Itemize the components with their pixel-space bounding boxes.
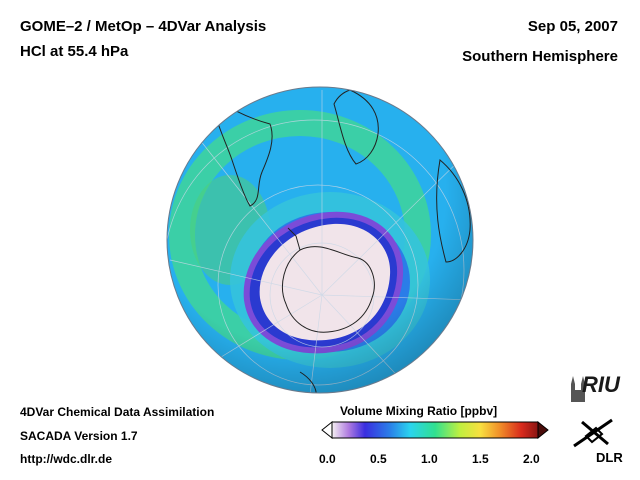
dlr-emblem-icon [573, 418, 613, 448]
dlr-logo: DLR [564, 414, 628, 470]
hemisphere-label: Southern Hemisphere [462, 48, 618, 65]
colorbar-min-arrow [321, 420, 333, 440]
colorbar-tick-3: 1.5 [472, 452, 489, 466]
footer-version: SACADA Version 1.7 [20, 429, 138, 443]
globe-outline [166, 86, 474, 394]
cathedral-icon [571, 376, 585, 402]
colorbar-tick-1: 0.5 [370, 452, 387, 466]
colorbar [321, 420, 549, 440]
colorbar-tick-4: 2.0 [523, 452, 540, 466]
colorbar-max-arrow [537, 420, 549, 440]
dlr-text: DLR [596, 450, 623, 465]
riu-logo: RIU [568, 370, 628, 404]
footer-url[interactable]: http://wdc.dlr.de [20, 452, 112, 466]
colorbar-gradient [331, 421, 539, 439]
map-subtitle: HCl at 55.4 hPa [20, 43, 129, 60]
analysis-date: Sep 05, 2007 [527, 18, 618, 35]
footer-system: 4DVar Chemical Data Assimilation [20, 405, 215, 419]
vmr-field [167, 87, 473, 393]
riu-text: RIU [582, 372, 620, 397]
map-title: GOME–2 / MetOp – 4DVar Analysis [20, 18, 267, 35]
colorbar-title: Volume Mixing Ratio [ppbv] [340, 404, 498, 418]
colorbar-tick-0: 0.0 [319, 452, 336, 466]
colorbar-tick-2: 1.0 [421, 452, 438, 466]
